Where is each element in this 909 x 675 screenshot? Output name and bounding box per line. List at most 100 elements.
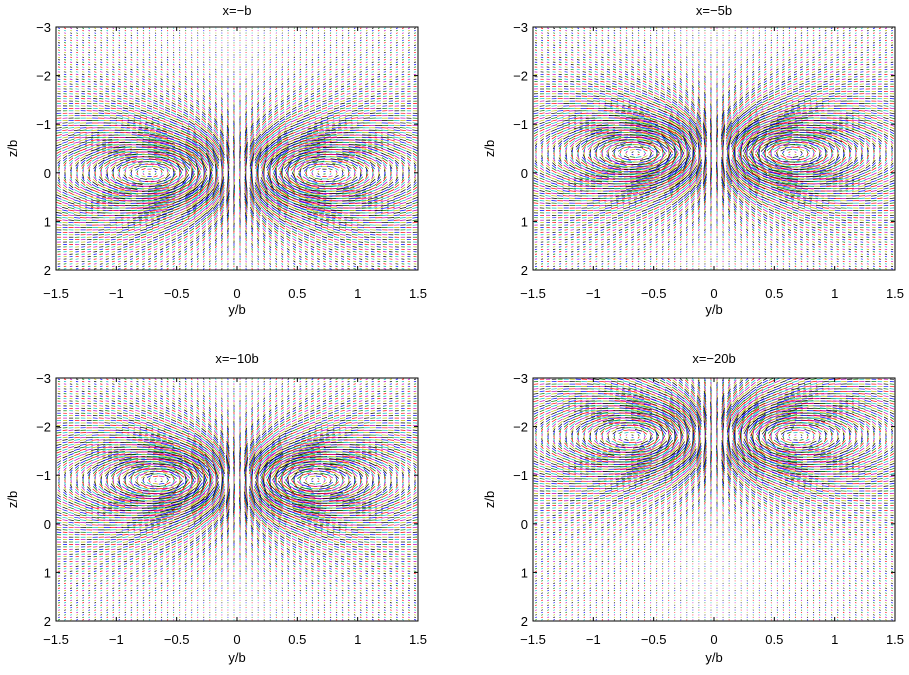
velocity-vector (153, 234, 158, 236)
velocity-vector (282, 57, 283, 58)
velocity-vector (286, 233, 290, 236)
velocity-vector (275, 243, 277, 245)
velocity-vector (281, 93, 283, 95)
velocity-vector (330, 35, 331, 36)
velocity-vector (198, 45, 199, 46)
velocity-vector (267, 128, 273, 133)
velocity-vector (294, 57, 295, 58)
velocity-vector (270, 81, 271, 83)
velocity-vector (273, 213, 280, 218)
velocity-vector (203, 268, 204, 269)
velocity-vector (327, 166, 334, 167)
velocity-vector (149, 57, 150, 58)
velocity-vector (209, 81, 210, 83)
velocity-vector (318, 42, 319, 43)
velocity-vector (129, 234, 135, 235)
velocity-vector (155, 74, 157, 75)
velocity-vector (306, 30, 307, 31)
velocity-vector (118, 86, 121, 87)
velocity-vector (76, 64, 78, 65)
velocity-vector (179, 42, 180, 43)
velocity-vector (167, 74, 169, 75)
velocity-vector (155, 69, 157, 70)
velocity-vector (93, 101, 97, 102)
velocity-vector (167, 266, 169, 267)
velocity-vector (270, 74, 271, 75)
velocity-vector (347, 254, 350, 255)
velocity-vector (222, 253, 223, 255)
velocity-vector (136, 254, 139, 255)
velocity-vector (82, 89, 85, 90)
velocity-vector (82, 55, 84, 56)
velocity-vector (106, 94, 110, 95)
velocity-vector (264, 268, 265, 270)
velocity-vector (335, 86, 338, 87)
velocity-vector (311, 254, 314, 255)
velocity-vector (209, 90, 210, 92)
velocity-vector (74, 132, 80, 133)
velocity-vector (306, 35, 307, 36)
velocity-vector (270, 67, 271, 68)
velocity-vector (124, 261, 127, 262)
velocity-vector (281, 86, 283, 88)
velocity-vector (270, 64, 271, 65)
velocity-vector (347, 86, 350, 87)
velocity-vector (135, 241, 140, 242)
velocity-vector (155, 62, 157, 63)
velocity-vector (287, 261, 289, 263)
velocity-vector (64, 35, 66, 36)
velocity-vector (288, 67, 289, 68)
velocity-vector (57, 125, 62, 126)
velocity-vector (252, 88, 253, 90)
velocity-vector (192, 40, 193, 41)
velocity-vector (154, 263, 156, 264)
velocity-vector (287, 100, 290, 102)
velocity-vector (173, 38, 174, 39)
velocity-vector (294, 268, 296, 269)
velocity-vector (203, 74, 204, 75)
velocity-vector (130, 69, 132, 70)
velocity-vector (354, 40, 355, 41)
velocity-vector (345, 227, 352, 228)
velocity-vector (300, 42, 301, 43)
velocity-vector (166, 239, 170, 241)
velocity-vector (106, 254, 109, 255)
velocity-vector (68, 192, 73, 195)
velocity-vector (294, 45, 295, 46)
velocity-vector (107, 57, 109, 58)
velocity-vector (190, 107, 193, 110)
velocity-vector (129, 237, 134, 238)
velocity-vector (341, 86, 344, 87)
velocity-vector (258, 74, 259, 75)
velocity-vector (140, 166, 147, 167)
velocity-vector (88, 38, 90, 39)
velocity-vector (276, 79, 277, 81)
velocity-vector (197, 253, 199, 255)
velocity-vector (160, 96, 163, 98)
velocity-vector (62, 212, 68, 213)
velocity-vector (293, 100, 296, 102)
velocity-vector (148, 251, 151, 252)
velocity-vector (149, 67, 151, 68)
velocity-vector (276, 81, 277, 83)
velocity-vector (311, 263, 313, 264)
velocity-vector (300, 79, 302, 80)
velocity-vector (353, 98, 357, 99)
velocity-vector (264, 88, 265, 90)
velocity-vector (173, 52, 174, 53)
velocity-vector (68, 195, 74, 197)
velocity-vector (264, 64, 265, 65)
velocity-vector (131, 67, 133, 68)
velocity-vector (273, 218, 279, 222)
velocity-vector (161, 79, 163, 80)
velocity-vector (155, 40, 156, 41)
velocity-vector (192, 35, 193, 36)
velocity-vector (287, 91, 289, 93)
velocity-vector (149, 62, 151, 63)
velocity-vector (158, 177, 165, 180)
velocity-vector (137, 59, 139, 60)
velocity-vector (171, 117, 177, 120)
velocity-vector (339, 229, 345, 230)
velocity-vector (323, 254, 326, 255)
velocity-vector (153, 241, 157, 243)
